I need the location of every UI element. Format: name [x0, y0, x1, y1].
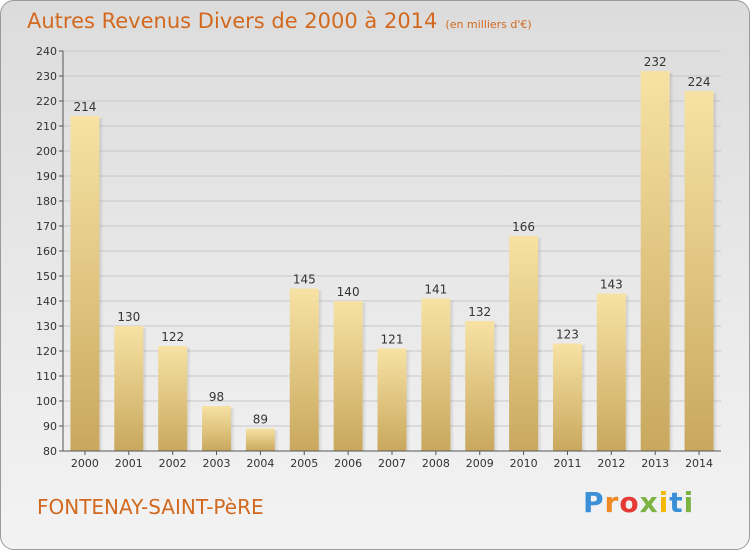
x-tick-label: 2012	[597, 457, 625, 470]
x-tick-label: 2006	[334, 457, 362, 470]
bar	[158, 346, 188, 451]
y-tick-label: 180	[36, 195, 57, 208]
bar-shadow	[450, 300, 455, 451]
y-tick-label: 220	[36, 95, 57, 108]
x-tick-label: 2001	[115, 457, 143, 470]
x-tick-label: 2000	[71, 457, 99, 470]
bar	[640, 71, 670, 451]
y-tick-label: 120	[36, 345, 57, 358]
bar-value-label: 141	[424, 283, 447, 297]
x-tick-label: 2011	[553, 457, 581, 470]
bar-value-label: 214	[73, 100, 96, 114]
bar-shadow	[581, 345, 586, 451]
y-tick-label: 110	[36, 370, 57, 383]
logo-letter: x	[639, 486, 659, 519]
bar-shadow	[143, 328, 148, 451]
y-tick-label: 200	[36, 145, 57, 158]
y-tick-label: 90	[43, 420, 57, 433]
axis-layer: 80 90 100 110 120 130 140 150 160 170 180 190 200 210…	[36, 45, 721, 470]
bar	[684, 91, 714, 451]
bar-value-label: 89	[253, 413, 268, 427]
x-tick-label: 2014	[685, 457, 713, 470]
chart-title-text: Autres Revenus Divers de 2000 à 2014	[27, 9, 438, 33]
bar-shadow	[494, 323, 499, 451]
y-tick-label: 190	[36, 170, 57, 183]
logo-letter: i	[683, 486, 695, 519]
x-tick-label: 2009	[466, 457, 494, 470]
bar	[377, 348, 407, 451]
y-tick-label: 150	[36, 270, 57, 283]
bars-layer: 214 130 122 98 89 145 140 121 141 132 166 123 143 232…	[70, 55, 718, 451]
bar	[245, 428, 275, 451]
y-tick-label: 130	[36, 320, 57, 333]
logo-letter: i	[658, 486, 670, 519]
x-tick-label: 2002	[159, 457, 187, 470]
bar	[509, 236, 539, 451]
bar	[289, 288, 319, 451]
y-tick-label: 160	[36, 245, 57, 258]
bar-value-label: 232	[644, 55, 667, 69]
bar-shadow	[713, 93, 718, 451]
bar-value-label: 140	[337, 285, 360, 299]
x-tick-label: 2013	[641, 457, 669, 470]
y-tick-label: 170	[36, 220, 57, 233]
x-tick-label: 2004	[246, 457, 274, 470]
bar-value-label: 130	[117, 310, 140, 324]
y-tick-label: 80	[43, 445, 57, 458]
bar-shadow	[362, 303, 367, 451]
logo-letter: P	[583, 486, 605, 519]
bar	[596, 293, 626, 451]
x-tick-label: 2007	[378, 457, 406, 470]
bar-value-label: 145	[293, 273, 316, 287]
bar-shadow	[274, 430, 279, 451]
bar-value-label: 122	[161, 330, 184, 344]
x-tick-label: 2010	[510, 457, 538, 470]
logo-letter: o	[619, 486, 640, 519]
bar-shadow	[231, 408, 236, 451]
bar	[421, 298, 451, 451]
bar	[552, 343, 582, 451]
bar-value-label: 143	[600, 278, 623, 292]
y-tick-label: 140	[36, 295, 57, 308]
bar-value-label: 121	[381, 333, 404, 347]
chart-subtitle: (en milliers d'€)	[445, 18, 532, 31]
x-tick-label: 2003	[203, 457, 231, 470]
bar-shadow	[538, 238, 543, 451]
bar-shadow	[406, 350, 411, 451]
logo-letter: r	[604, 486, 620, 519]
chart-title: Autres Revenus Divers de 2000 à 2014 (en …	[27, 9, 532, 33]
bar-shadow	[625, 295, 630, 451]
x-tick-label: 2008	[422, 457, 450, 470]
bar-value-label: 224	[688, 75, 711, 89]
bar-value-label: 132	[468, 305, 491, 319]
y-tick-label: 240	[36, 45, 57, 58]
y-tick-label: 100	[36, 395, 57, 408]
bar	[465, 321, 495, 451]
y-tick-label: 230	[36, 70, 57, 83]
commune-name: FONTENAY-SAINT-PèRE	[37, 495, 264, 519]
bar	[114, 326, 144, 451]
x-tick-label: 2005	[290, 457, 318, 470]
bar	[202, 406, 232, 451]
y-tick-label: 210	[36, 120, 57, 133]
bar-shadow	[318, 290, 323, 451]
bar-value-label: 166	[512, 220, 535, 234]
proxiti-logo[interactable]: Proxiti	[583, 486, 694, 519]
bar-value-label: 123	[556, 328, 579, 342]
bar-shadow	[669, 73, 674, 451]
logo-letter: t	[669, 486, 684, 519]
bar	[70, 116, 100, 451]
bar	[333, 301, 363, 451]
bar-value-label: 98	[209, 390, 224, 404]
bar-shadow	[187, 348, 192, 451]
bar-shadow	[99, 118, 104, 451]
